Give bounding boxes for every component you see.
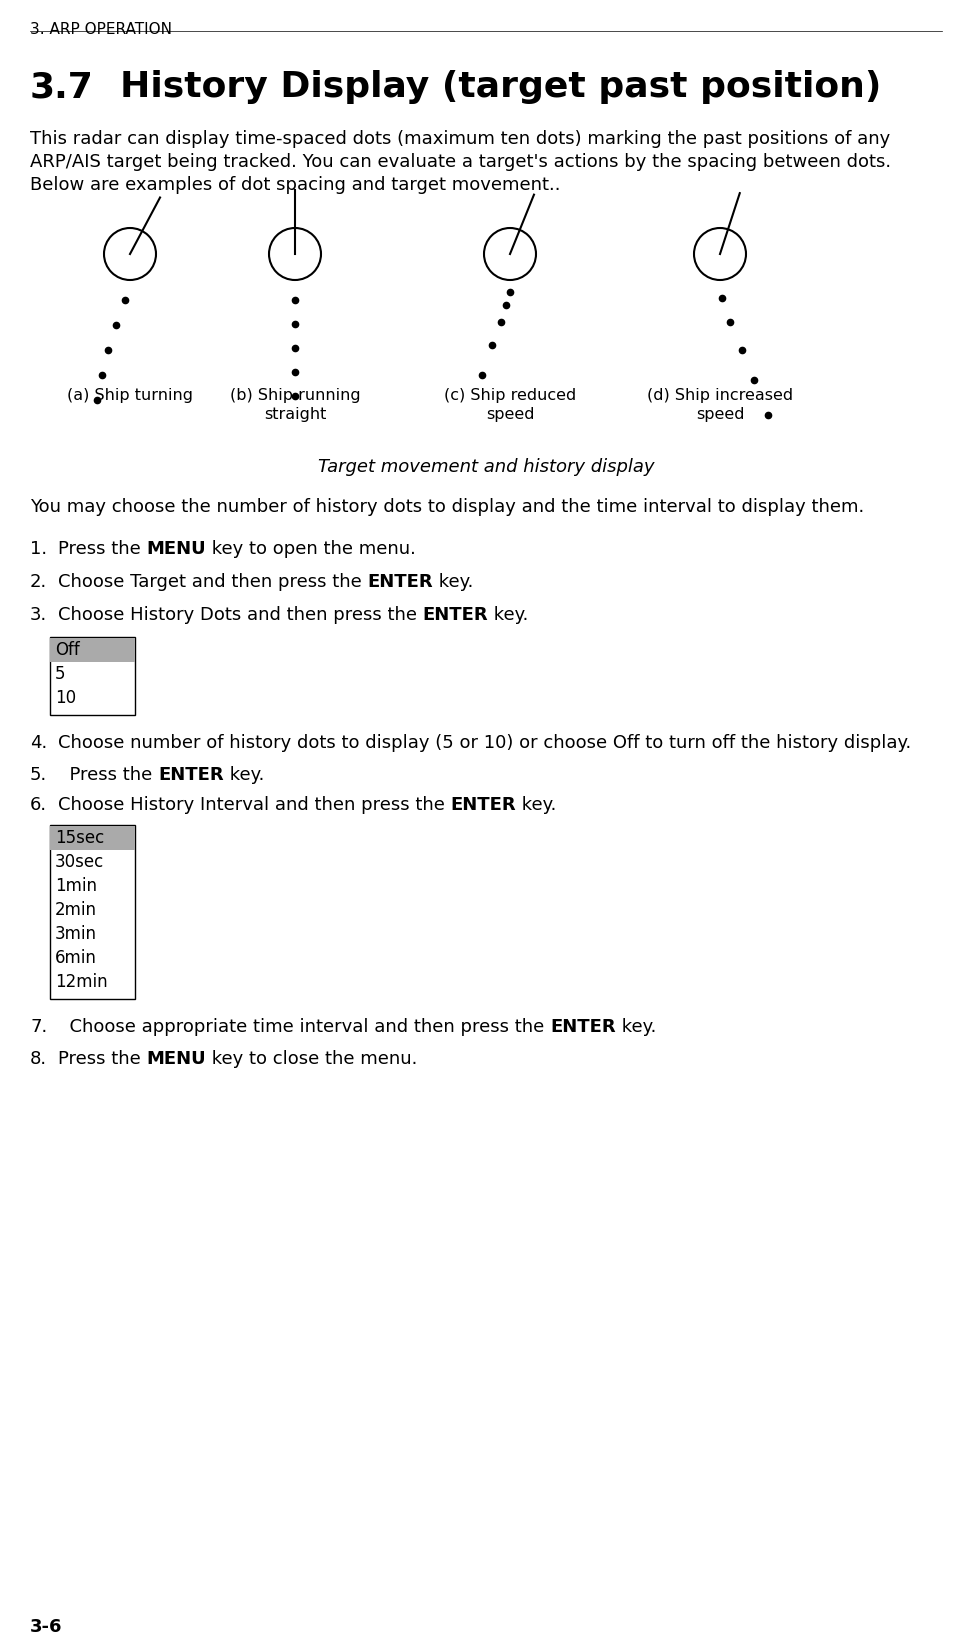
Text: Choose History Interval and then press the: Choose History Interval and then press t… bbox=[58, 795, 451, 813]
Text: 1min: 1min bbox=[55, 877, 97, 895]
Text: Press the: Press the bbox=[58, 539, 147, 557]
Bar bbox=[50, 826, 135, 1000]
Text: Below are examples of dot spacing and target movement..: Below are examples of dot spacing and ta… bbox=[30, 175, 561, 193]
Text: 6min: 6min bbox=[55, 949, 97, 967]
Text: 10: 10 bbox=[55, 688, 76, 706]
Text: 5: 5 bbox=[55, 664, 65, 682]
Text: 7.: 7. bbox=[30, 1018, 48, 1036]
Text: 30sec: 30sec bbox=[55, 852, 104, 870]
Bar bbox=[50, 826, 135, 851]
Text: key.: key. bbox=[516, 795, 557, 813]
Text: key.: key. bbox=[488, 606, 529, 623]
Text: 15sec: 15sec bbox=[55, 828, 104, 846]
Text: speed: speed bbox=[486, 406, 535, 421]
Text: key.: key. bbox=[434, 572, 473, 590]
Text: History Display (target past position): History Display (target past position) bbox=[120, 70, 882, 103]
Text: ENTER: ENTER bbox=[451, 795, 516, 813]
Bar bbox=[50, 638, 135, 716]
Text: 5.: 5. bbox=[30, 765, 48, 783]
Text: ENTER: ENTER bbox=[550, 1018, 615, 1036]
Bar bbox=[50, 639, 135, 662]
Text: You may choose the number of history dots to display and the time interval to di: You may choose the number of history dot… bbox=[30, 498, 864, 516]
Text: MENU: MENU bbox=[147, 539, 206, 557]
Text: straight: straight bbox=[263, 406, 327, 421]
Text: 4.: 4. bbox=[30, 734, 48, 752]
Text: Target movement and history display: Target movement and history display bbox=[318, 457, 654, 475]
Text: Choose number of history dots to display (5 or 10) or choose Off to turn off the: Choose number of history dots to display… bbox=[58, 734, 911, 752]
Text: key to open the menu.: key to open the menu. bbox=[206, 539, 416, 557]
Text: (c) Ship reduced: (c) Ship reduced bbox=[444, 388, 576, 403]
Text: key.: key. bbox=[615, 1018, 656, 1036]
Text: (b) Ship running: (b) Ship running bbox=[229, 388, 361, 403]
Text: (a) Ship turning: (a) Ship turning bbox=[67, 388, 193, 403]
Text: key.: key. bbox=[224, 765, 264, 783]
Text: Off: Off bbox=[55, 641, 80, 659]
Text: 2.: 2. bbox=[30, 572, 48, 590]
Text: Press the: Press the bbox=[58, 1049, 147, 1067]
Text: 6.: 6. bbox=[30, 795, 47, 813]
Text: 3-6: 3-6 bbox=[30, 1618, 62, 1636]
Text: 2min: 2min bbox=[55, 900, 97, 918]
Text: Press the: Press the bbox=[58, 765, 158, 783]
Text: 1.: 1. bbox=[30, 539, 47, 557]
Text: 3. ARP OPERATION: 3. ARP OPERATION bbox=[30, 21, 172, 38]
Text: ENTER: ENTER bbox=[423, 606, 488, 623]
Text: 3.7: 3.7 bbox=[30, 70, 94, 103]
Text: 3min: 3min bbox=[55, 924, 97, 942]
Text: 3.: 3. bbox=[30, 606, 48, 623]
Text: ENTER: ENTER bbox=[367, 572, 434, 590]
Text: 12min: 12min bbox=[55, 972, 108, 990]
Text: Choose History Dots and then press the: Choose History Dots and then press the bbox=[58, 606, 423, 623]
Text: ARP/AIS target being tracked. You can evaluate a target's actions by the spacing: ARP/AIS target being tracked. You can ev… bbox=[30, 152, 891, 170]
Text: (d) Ship increased: (d) Ship increased bbox=[647, 388, 793, 403]
Text: MENU: MENU bbox=[147, 1049, 206, 1067]
Text: key to close the menu.: key to close the menu. bbox=[206, 1049, 418, 1067]
Text: ENTER: ENTER bbox=[158, 765, 224, 783]
Text: Choose appropriate time interval and then press the: Choose appropriate time interval and the… bbox=[58, 1018, 550, 1036]
Text: speed: speed bbox=[696, 406, 745, 421]
Text: 8.: 8. bbox=[30, 1049, 47, 1067]
Text: Choose Target and then press the: Choose Target and then press the bbox=[58, 572, 367, 590]
Text: This radar can display time-spaced dots (maximum ten dots) marking the past posi: This radar can display time-spaced dots … bbox=[30, 129, 890, 148]
